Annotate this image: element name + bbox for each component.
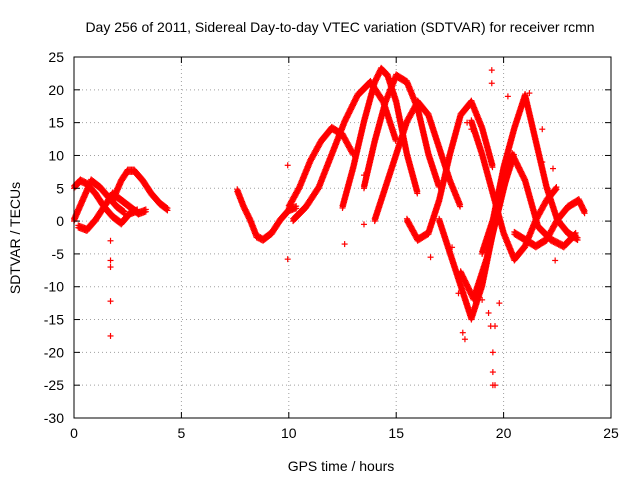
y-tick-label: 20 bbox=[48, 82, 64, 98]
y-tick-label: -15 bbox=[44, 312, 64, 328]
y-tick-label: -10 bbox=[44, 279, 64, 295]
y-tick-label: -20 bbox=[44, 344, 64, 360]
data-point bbox=[241, 203, 248, 210]
chart-title: Day 256 of 2011, Sidereal Day-to-day VTE… bbox=[85, 19, 594, 35]
data-point bbox=[121, 208, 128, 215]
y-tick-label: -25 bbox=[44, 377, 64, 393]
data-point bbox=[240, 202, 247, 209]
x-tick-label: 0 bbox=[70, 425, 78, 441]
data-point bbox=[241, 205, 248, 212]
y-tick-label: -5 bbox=[52, 246, 65, 262]
data-point bbox=[246, 214, 253, 221]
data-point bbox=[243, 207, 250, 214]
y-tick-label: 10 bbox=[48, 147, 64, 163]
data-point bbox=[242, 206, 249, 213]
x-tick-label: 25 bbox=[603, 425, 619, 441]
data-point bbox=[245, 213, 252, 220]
y-tick-label: 5 bbox=[56, 180, 64, 196]
data-point bbox=[142, 206, 149, 213]
x-tick-label: 15 bbox=[388, 425, 404, 441]
y-tick-label: 25 bbox=[48, 49, 64, 65]
x-tick-label: 5 bbox=[178, 425, 186, 441]
data-point bbox=[244, 210, 251, 217]
x-tick-label: 20 bbox=[496, 425, 512, 441]
y-tick-label: 0 bbox=[56, 213, 64, 229]
x-axis-title: GPS time / hours bbox=[288, 458, 395, 474]
data-points bbox=[71, 64, 588, 389]
x-tick-label: 10 bbox=[281, 425, 297, 441]
data-point bbox=[243, 209, 250, 216]
data-point bbox=[163, 204, 170, 211]
data-point bbox=[293, 203, 300, 210]
y-axis-title: SDTVAR / TECUs bbox=[7, 182, 23, 294]
y-tick-label: 15 bbox=[48, 115, 64, 131]
data-point bbox=[120, 207, 127, 214]
y-tick-label: -30 bbox=[44, 410, 64, 426]
data-point bbox=[164, 205, 171, 212]
data-point bbox=[245, 211, 252, 218]
